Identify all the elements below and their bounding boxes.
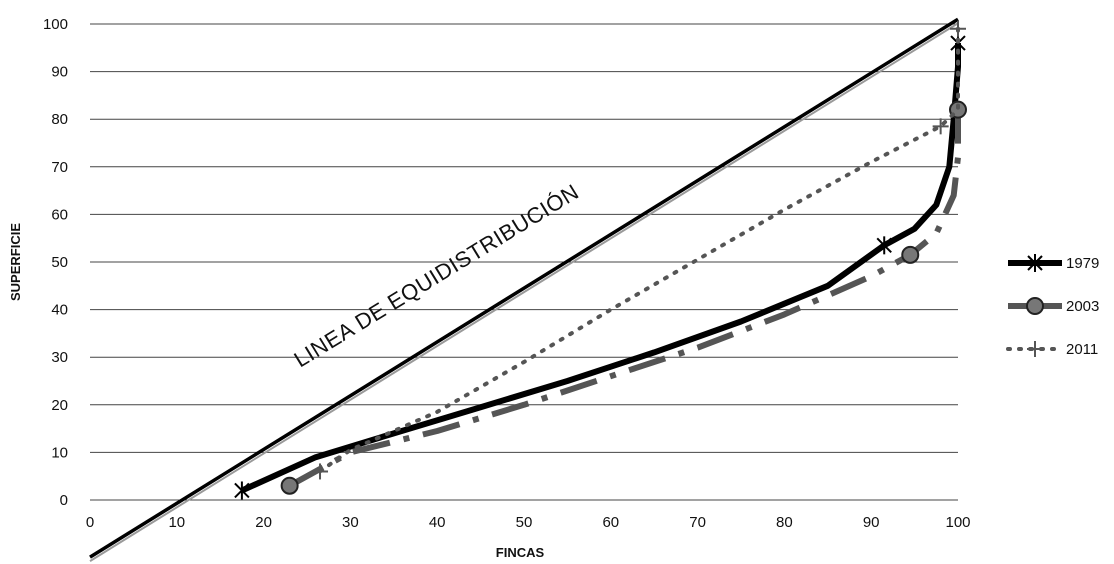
x-tick-80: 80 [776, 514, 793, 531]
series-marker-2003-0 [280, 476, 299, 495]
y-tick-0: 0 [60, 492, 68, 509]
series-line-2003 [288, 109, 961, 489]
y-tick-90: 90 [51, 64, 68, 81]
series-line-2011 [318, 26, 960, 474]
series-marker-2011-0 [312, 463, 329, 480]
x-tick-60: 60 [602, 514, 619, 531]
equidistribution-line [89, 17, 959, 559]
x-tick-100: 100 [945, 514, 970, 531]
legend-label-2011: 2011 [1066, 341, 1098, 358]
legend-marker-2003 [1026, 297, 1044, 315]
series-marker-2011-2 [950, 20, 966, 37]
x-tick-40: 40 [429, 514, 446, 531]
equidistribution-shadow [89, 22, 959, 562]
legend: 1979 2003 2011 [1006, 254, 1099, 358]
series-layer [234, 20, 967, 500]
y-tick-20: 20 [51, 397, 68, 414]
series-line-1979 [240, 43, 961, 494]
x-tick-20: 20 [255, 514, 272, 531]
legend-label-2003: 2003 [1066, 298, 1099, 315]
y-tick-100: 100 [43, 16, 68, 33]
y-tick-10: 10 [51, 444, 68, 461]
legend-marker-1979 [1027, 254, 1043, 272]
x-tick-70: 70 [689, 514, 706, 531]
x-tick-30: 30 [342, 514, 359, 531]
x-tick-10: 10 [168, 514, 185, 531]
equidistribution-layer [89, 17, 959, 562]
grid-lines [90, 23, 958, 501]
legend-label-1979: 1979 [1066, 255, 1099, 272]
y-tick-labels: 0 10 20 30 40 50 60 70 80 90 100 [43, 16, 68, 509]
y-axis-title: SUPERFICIE [8, 223, 23, 301]
series-marker-2011-1 [932, 118, 949, 135]
x-tick-90: 90 [863, 514, 880, 531]
x-tick-50: 50 [516, 514, 533, 531]
x-tick-labels: 0 10 20 30 40 50 60 70 80 90 100 [86, 514, 971, 531]
series-marker-1979-1 [876, 236, 892, 255]
y-tick-60: 60 [51, 206, 68, 223]
x-axis-title: FINCAS [496, 545, 545, 560]
y-tick-50: 50 [51, 254, 68, 271]
x-tick-0: 0 [86, 514, 94, 531]
legend-marker-2011 [1027, 341, 1043, 357]
series-marker-1979-0 [234, 481, 250, 500]
y-tick-40: 40 [51, 302, 68, 319]
y-tick-70: 70 [51, 159, 68, 176]
y-tick-80: 80 [51, 111, 68, 128]
series-marker-2003-1 [901, 245, 920, 264]
y-tick-30: 30 [51, 349, 68, 366]
